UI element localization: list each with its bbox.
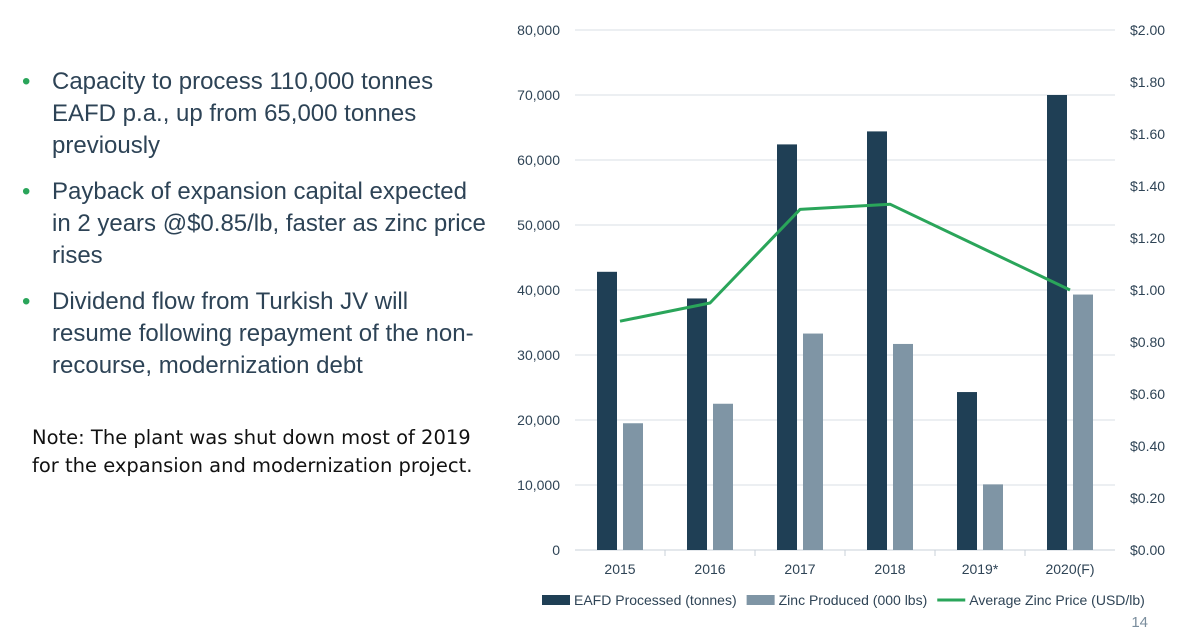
bullet-icon: • bbox=[22, 288, 31, 315]
bullet-item: • Capacity to process 110,000 tonnes EAFD… bbox=[22, 66, 492, 162]
y-right-tick-label: $0.60 bbox=[1130, 386, 1165, 402]
eafd-bar bbox=[867, 131, 887, 550]
y-right-tick-label: $0.40 bbox=[1130, 438, 1165, 454]
legend-zinc-label: Zinc Produced (000 lbs) bbox=[779, 592, 928, 608]
y-left-tick-label: 80,000 bbox=[517, 22, 560, 38]
x-tick-label: 2016 bbox=[694, 561, 725, 577]
zinc-bar bbox=[713, 403, 733, 550]
y-right-tick-label: $1.80 bbox=[1130, 74, 1165, 90]
zinc-bar bbox=[893, 343, 913, 550]
bullet-list: • Capacity to process 110,000 tonnes EAFD… bbox=[22, 66, 492, 396]
zinc-bar bbox=[983, 484, 1003, 550]
y-left-tick-label: 50,000 bbox=[517, 217, 560, 233]
eafd-bar bbox=[957, 392, 977, 550]
legend-price-label: Average Zinc Price (USD/lb) bbox=[969, 592, 1145, 608]
y-right-tick-label: $1.40 bbox=[1130, 178, 1165, 194]
y-right-tick-label: $0.80 bbox=[1130, 334, 1165, 350]
bullet-text: Capacity to process 110,000 tonnes EAFD … bbox=[52, 68, 434, 159]
zinc-bar bbox=[1073, 294, 1093, 550]
x-tick-label: 2017 bbox=[784, 561, 815, 577]
y-left-tick-label: 30,000 bbox=[517, 347, 560, 363]
y-right-tick-label: $1.00 bbox=[1130, 282, 1165, 298]
bullet-icon: • bbox=[22, 178, 31, 205]
legend-eafd-label: EAFD Processed (tonnes) bbox=[574, 592, 737, 608]
x-tick-label: 2020(F) bbox=[1045, 561, 1094, 577]
y-left-tick-label: 20,000 bbox=[517, 412, 560, 428]
bullet-text: Dividend flow from Turkish JV will resum… bbox=[52, 288, 474, 379]
legend-zinc-swatch bbox=[746, 595, 775, 605]
eafd-bar bbox=[687, 298, 707, 550]
y-right-tick-label: $0.20 bbox=[1130, 490, 1165, 506]
y-left-tick-label: 60,000 bbox=[517, 152, 560, 168]
x-tick-label: 2015 bbox=[604, 561, 635, 577]
zinc-bar bbox=[623, 423, 643, 550]
x-tick-label: 2019* bbox=[962, 561, 999, 577]
legend-eafd-swatch bbox=[542, 595, 570, 605]
y-left-tick-label: 70,000 bbox=[517, 87, 560, 103]
bullet-item: • Dividend flow from Turkish JV will resu… bbox=[22, 286, 492, 382]
y-right-tick-label: $1.20 bbox=[1130, 230, 1165, 246]
bullet-text: Payback of expansion capital expected in… bbox=[52, 178, 486, 269]
x-tick-label: 2018 bbox=[874, 561, 905, 577]
shutdown-note: Note: The plant was shut down most of 20… bbox=[32, 426, 473, 477]
y-right-tick-label: $1.60 bbox=[1130, 126, 1165, 142]
y-left-tick-label: 40,000 bbox=[517, 282, 560, 298]
zinc-bar bbox=[803, 333, 823, 550]
y-left-tick-label: 0 bbox=[552, 542, 560, 558]
page-number: 14 bbox=[1131, 614, 1148, 631]
y-right-tick-label: $0.00 bbox=[1130, 542, 1165, 558]
y-left-tick-label: 10,000 bbox=[517, 477, 560, 493]
bullet-icon: • bbox=[22, 68, 31, 95]
bullet-item: • Payback of expansion capital expected i… bbox=[22, 176, 492, 272]
eafd-bar bbox=[1047, 95, 1067, 550]
eafd-bar bbox=[777, 144, 797, 550]
eafd-bar bbox=[597, 271, 617, 550]
y-right-tick-label: $2.00 bbox=[1130, 22, 1165, 38]
